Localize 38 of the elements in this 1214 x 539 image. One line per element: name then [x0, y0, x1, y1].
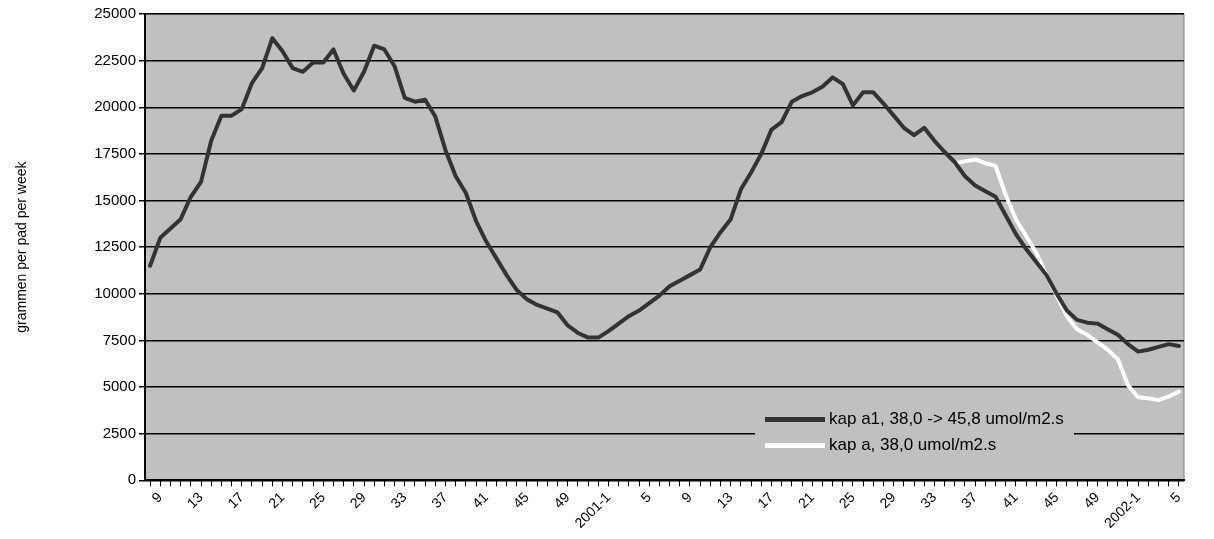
x-tick-label: 17 [753, 488, 777, 512]
y-tick-label: 12500 [94, 237, 136, 255]
x-tick-label: 9 [148, 488, 166, 506]
y-tick-label: 15000 [94, 190, 136, 208]
y-tick-label: 22500 [94, 50, 136, 68]
x-tick-label: 21 [265, 488, 288, 512]
x-tick-label: 17 [224, 488, 247, 512]
legend-label: kap a, 38,0 umol/m2.s [829, 435, 997, 456]
x-tick-label: 21 [794, 488, 818, 512]
y-tick-label: 2500 [102, 423, 136, 441]
y-tick-label: 0 [127, 470, 136, 488]
x-tick-label: 33 [916, 488, 940, 512]
x-tick-label: 13 [183, 488, 207, 512]
x-tick-label: 25 [835, 488, 858, 512]
x-tick-label: 41 [998, 488, 1021, 512]
x-tick-label: 13 [713, 488, 736, 512]
y-tick-label: 10000 [94, 283, 136, 301]
x-tick-label: 41 [468, 488, 492, 512]
y-tick-label: 7500 [102, 330, 136, 348]
x-tick-label: 49 [1079, 488, 1103, 512]
x-tick-label: 45 [1039, 488, 1062, 512]
y-tick-label: 5000 [102, 377, 136, 395]
x-tick-label: 29 [876, 488, 899, 512]
y-tick-label: 20000 [94, 97, 136, 115]
x-tick-label: 25 [305, 488, 329, 512]
x-tick-label: 5 [1166, 488, 1184, 506]
y-axis-title: grammen per pad per week [13, 160, 30, 333]
y-tick-label: 17500 [94, 144, 136, 162]
y-tick-label: 25000 [94, 4, 136, 22]
x-tick-label: 37 [428, 488, 451, 512]
x-tick-label: 45 [509, 488, 532, 512]
x-tick-label: 49 [550, 488, 573, 512]
legend-label: kap a1, 38,0 -> 45,8 umol/m2.s [829, 409, 1064, 430]
x-tick-label: 5 [637, 488, 655, 506]
x-tick-label: 9 [677, 488, 695, 506]
x-tick-label: 33 [387, 488, 410, 512]
x-tick-label: 37 [957, 488, 981, 512]
x-tick-label: 29 [346, 488, 369, 512]
